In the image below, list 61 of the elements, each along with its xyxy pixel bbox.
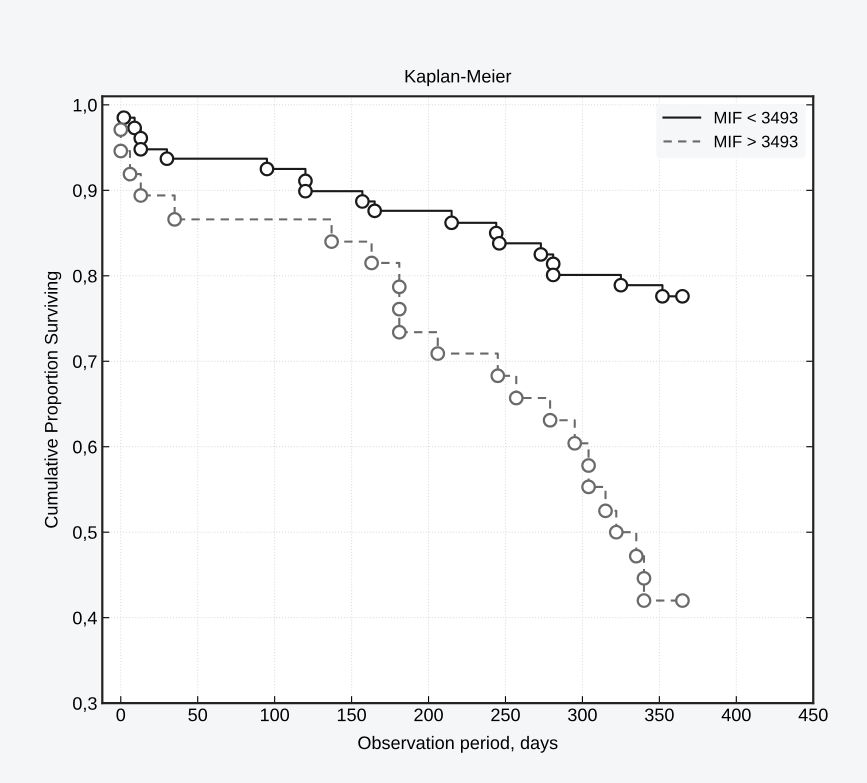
x-axis-title: Observation period, days xyxy=(358,736,558,753)
y-tick-label: 0,3 xyxy=(73,697,97,712)
point xyxy=(567,436,582,451)
x-tick-label: 0 xyxy=(116,708,126,722)
point xyxy=(122,166,138,182)
point xyxy=(655,288,670,304)
point xyxy=(364,256,379,270)
x-tick-label: 300 xyxy=(568,708,597,722)
point xyxy=(614,278,628,293)
point xyxy=(542,412,558,428)
y-tick-label: 1,0 xyxy=(74,98,97,114)
y-tick-label: 0,6 xyxy=(73,440,97,456)
point xyxy=(392,280,407,294)
point xyxy=(581,480,596,494)
point xyxy=(675,593,690,608)
y-tick-label: 0,8 xyxy=(73,270,97,285)
point xyxy=(133,188,148,203)
point xyxy=(324,234,339,249)
point xyxy=(581,458,596,473)
point xyxy=(133,142,148,157)
point xyxy=(444,215,459,230)
point xyxy=(636,570,652,586)
x-tick-label: 250 xyxy=(491,708,520,722)
x-tick-label: 200 xyxy=(414,708,443,722)
point xyxy=(546,268,561,282)
point xyxy=(127,120,142,136)
x-tick-label: 50 xyxy=(188,708,208,722)
y-tick-label: 0,5 xyxy=(73,526,97,542)
point xyxy=(355,194,370,209)
point xyxy=(160,151,174,166)
point xyxy=(113,122,128,137)
x-tick-label: 150 xyxy=(338,708,366,722)
point xyxy=(392,324,407,340)
legend-label: MIF > 3493 xyxy=(714,136,798,148)
x-tick-label: 400 xyxy=(722,708,751,722)
point xyxy=(490,368,506,384)
point xyxy=(430,346,446,361)
y-tick-label: 0,7 xyxy=(73,355,97,370)
chart-title: Kaplan-Meier xyxy=(406,69,512,86)
x-tick-label: 350 xyxy=(644,708,674,722)
legend-label: MIF < 3493 xyxy=(714,112,798,124)
point xyxy=(675,288,690,304)
point xyxy=(608,524,624,540)
point xyxy=(367,203,382,218)
point xyxy=(636,593,652,608)
point xyxy=(392,302,407,316)
point xyxy=(167,212,182,227)
point xyxy=(298,184,313,199)
y-axis-title: Cumulative Proportion Surviving xyxy=(44,272,62,528)
point xyxy=(113,144,128,158)
y-tick-label: 0,4 xyxy=(73,612,97,627)
x-tick-label: 100 xyxy=(260,708,290,722)
point xyxy=(116,110,132,126)
point xyxy=(492,236,507,251)
x-tick-label: 450 xyxy=(798,708,828,722)
point xyxy=(534,247,548,262)
y-tick-label: 0,9 xyxy=(73,184,97,200)
point xyxy=(628,548,644,564)
point xyxy=(260,162,274,176)
point xyxy=(598,503,613,518)
point xyxy=(508,390,524,406)
